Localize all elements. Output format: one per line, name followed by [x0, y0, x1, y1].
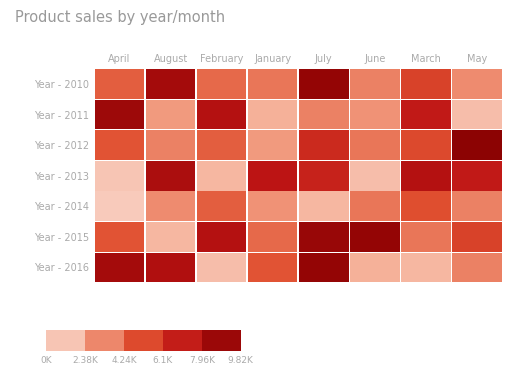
Bar — [146, 161, 196, 190]
Bar — [299, 253, 349, 282]
Bar — [299, 130, 349, 160]
Bar — [299, 69, 349, 99]
Bar — [248, 161, 297, 190]
Bar — [452, 100, 502, 129]
Bar — [146, 69, 196, 99]
Bar — [248, 191, 297, 221]
Bar — [146, 130, 196, 160]
Bar — [401, 253, 451, 282]
Bar — [299, 191, 349, 221]
Bar — [248, 253, 297, 282]
Bar — [452, 69, 502, 99]
Bar — [299, 222, 349, 252]
Bar — [95, 130, 144, 160]
Bar — [401, 222, 451, 252]
Bar — [95, 191, 144, 221]
Bar — [124, 330, 163, 351]
Bar — [197, 161, 246, 190]
Bar — [299, 161, 349, 190]
Bar — [350, 69, 400, 99]
Bar — [350, 253, 400, 282]
Bar — [248, 222, 297, 252]
Bar — [452, 222, 502, 252]
Bar — [248, 69, 297, 99]
Bar — [146, 253, 196, 282]
Bar — [202, 330, 241, 351]
Bar — [401, 161, 451, 190]
Bar — [197, 222, 246, 252]
Bar — [452, 191, 502, 221]
Bar — [452, 253, 502, 282]
Bar — [197, 253, 246, 282]
Bar — [401, 100, 451, 129]
Bar — [350, 222, 400, 252]
Bar — [146, 191, 196, 221]
Bar — [197, 191, 246, 221]
Bar — [146, 100, 196, 129]
Bar — [146, 222, 196, 252]
Bar — [197, 100, 246, 129]
Bar — [95, 253, 144, 282]
Bar — [401, 130, 451, 160]
Bar — [95, 100, 144, 129]
Bar — [95, 222, 144, 252]
Bar — [85, 330, 124, 351]
Bar — [248, 130, 297, 160]
Bar — [197, 69, 246, 99]
Bar — [95, 69, 144, 99]
Bar — [350, 130, 400, 160]
Bar — [163, 330, 202, 351]
Bar — [46, 330, 85, 351]
Bar — [401, 69, 451, 99]
Bar — [197, 130, 246, 160]
Text: Product sales by year/month: Product sales by year/month — [15, 10, 225, 25]
Bar — [299, 100, 349, 129]
Bar — [452, 161, 502, 190]
Bar — [350, 100, 400, 129]
Bar — [350, 161, 400, 190]
Bar — [452, 130, 502, 160]
Bar — [95, 161, 144, 190]
Bar — [401, 191, 451, 221]
Bar — [248, 100, 297, 129]
Bar — [350, 191, 400, 221]
